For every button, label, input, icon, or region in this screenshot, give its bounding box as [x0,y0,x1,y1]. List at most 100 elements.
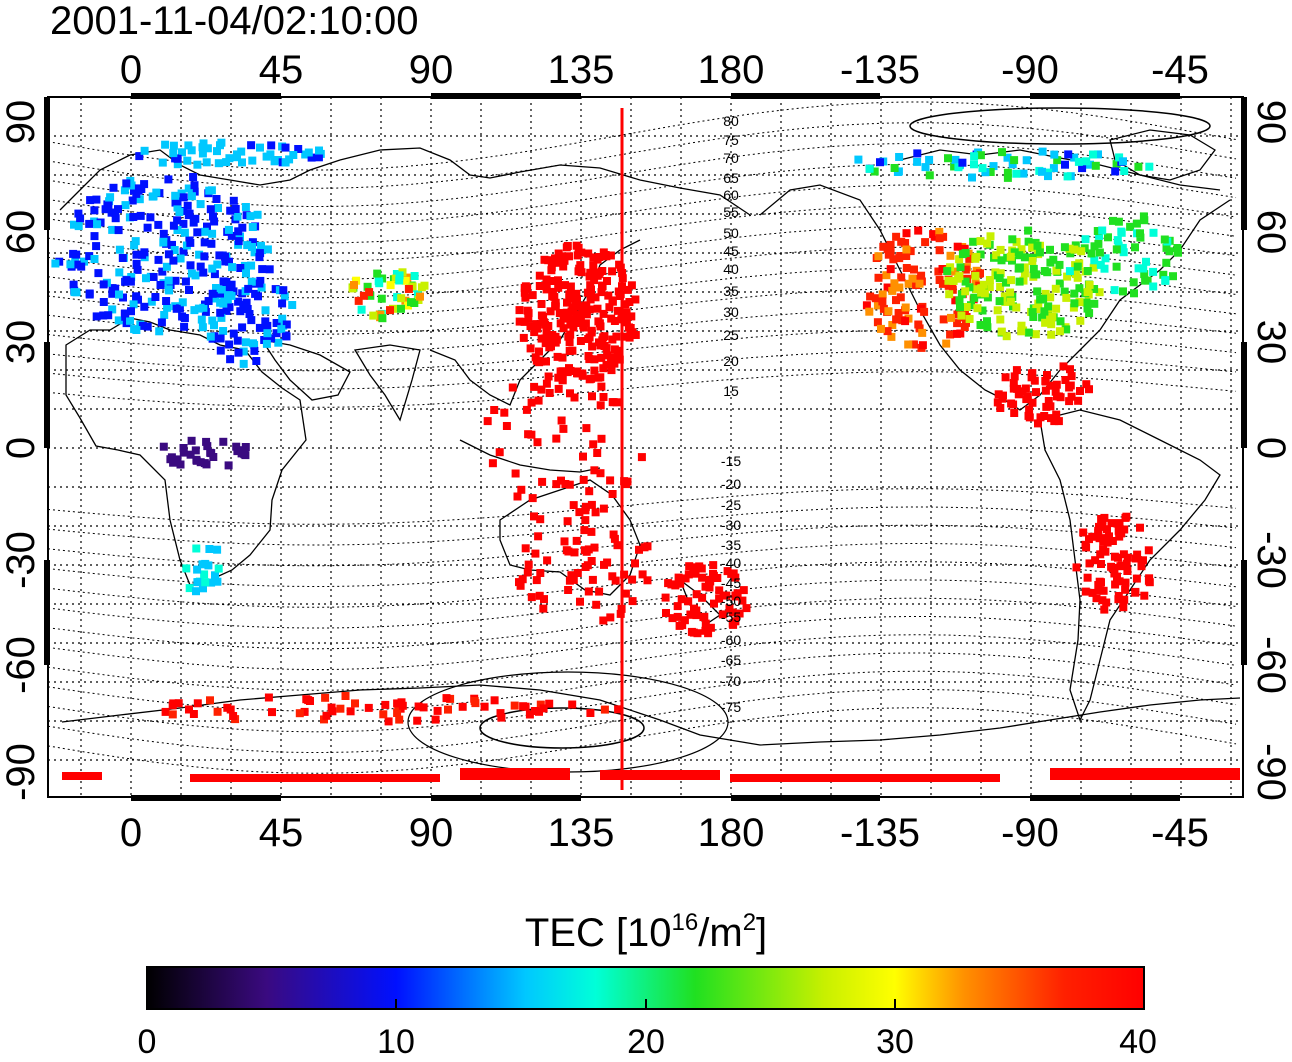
tec-cell [587,328,596,337]
tec-cell [1131,243,1139,252]
tec-cell [181,277,190,286]
tec-cell [597,353,606,362]
contour-label: -60 [721,632,741,648]
tec-cell [1066,249,1075,258]
coastline-indonesia [459,439,601,473]
tec-cell [155,327,164,336]
tec-cell [595,587,604,596]
tec-cell [563,242,572,250]
tec-cell [591,508,600,517]
tec-cell [1003,173,1012,182]
right-tick-label: 90 [1249,100,1292,145]
tec-cell [228,263,237,272]
tec-cell [1131,554,1140,563]
tec-cell [169,141,178,150]
tec-cell [208,316,217,325]
tec-cell [1041,318,1050,327]
tec-cell [890,279,899,288]
tec-cell [878,297,887,306]
colorbar-gradient [146,966,1145,1010]
top-longitude-axis: 0 45 90 135 180 -135 -90 -45 [120,48,1209,92]
tec-cell [558,376,567,385]
tec-cell [180,228,189,237]
tec-cell [549,277,558,285]
tec-cell [701,619,710,628]
tec-band-polar [730,774,1000,782]
tec-cell [878,290,887,299]
tec-cell [1094,528,1103,537]
contour-label: 30 [723,304,739,320]
tec-cell [951,267,960,276]
tec-cell [961,287,970,296]
tec-cell [203,144,212,153]
tec-cell [154,220,163,229]
tec-cell [381,700,390,709]
tec-cell [600,705,609,714]
tec-cell [557,416,566,425]
tec-cell [183,201,192,210]
tec-cell [594,373,603,382]
tec-cell [1046,258,1055,267]
tec-cell [1122,559,1131,568]
tec-cell [570,548,579,557]
tec-cell [216,298,225,307]
tec-cell [236,264,245,272]
tec-cell [142,274,150,283]
colorbar-ticks [395,999,896,1009]
tec-cell [395,715,404,724]
tec-band-polar [190,774,440,782]
tec-cell [93,220,102,229]
tec-cell [942,339,951,348]
tec-cell [200,570,209,579]
tec-cell [1042,402,1051,411]
tec-cell [673,602,682,611]
tec-cell [1052,380,1061,389]
tec-cell [1019,169,1028,178]
tec-cell [183,156,192,165]
tec-cell [995,297,1004,306]
tec-cell [581,506,590,515]
tec-cell [1048,312,1057,321]
tec-cell [622,318,631,327]
tec-cell [186,450,195,459]
tec-cell [483,417,492,426]
tec-cell [206,332,215,341]
tec-cell [958,250,967,259]
tec-cell [565,480,574,489]
tec-cell [192,544,201,553]
tec-cell [1161,276,1170,285]
tec-cell [611,576,620,585]
right-tick-label: -60 [1249,636,1292,694]
tec-cell [562,546,571,555]
tec-cell [1015,263,1024,272]
tec-cell [888,286,897,295]
tec-cell [989,162,998,171]
colorbar-title: TEC [1016/m2] [525,909,767,955]
contour-line [47,488,1237,525]
tec-cell [1070,245,1079,254]
tec-cell [593,304,602,313]
tec-cell [127,273,136,281]
tec-cell [535,591,544,600]
tec-cell [1082,543,1091,552]
tec-cell [731,591,740,600]
tec-cell [564,586,573,594]
tec-cell [602,344,611,353]
tec-cell [114,226,123,235]
tec-cell [217,313,226,322]
tec-cell [1062,293,1071,302]
tec-cell [970,160,978,169]
tec-cell [550,292,559,301]
tec-cell [576,337,585,345]
tec-cell [404,285,413,293]
tec-cell [1091,556,1100,565]
tec-cell [1098,226,1107,235]
tec-cell [189,218,198,227]
tec-cell [631,331,640,339]
tec-cell [129,213,138,221]
tec-cell [601,251,610,259]
tec-cell [1095,577,1104,586]
tec-cell [542,327,551,336]
tec-cell [996,269,1005,278]
tec-cell [92,312,101,321]
